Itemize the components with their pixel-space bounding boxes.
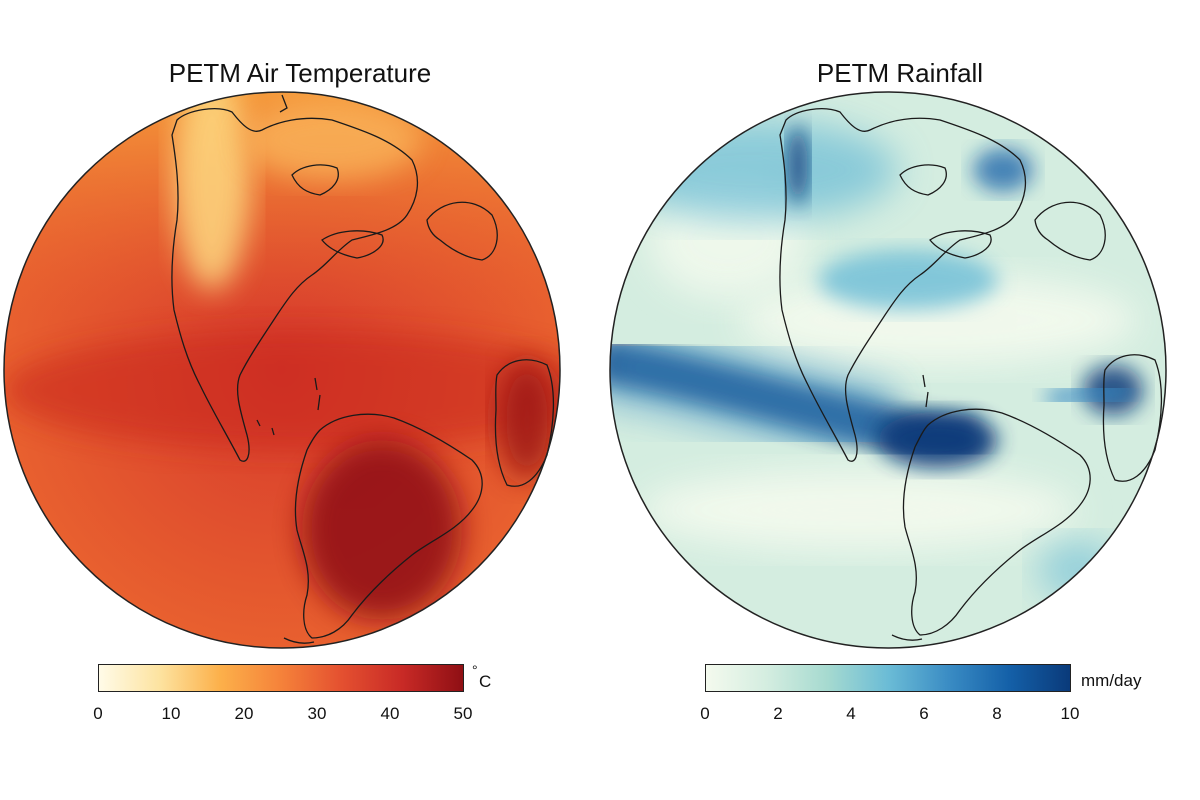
rainfall-tick-label: 2 — [773, 704, 783, 723]
temperature-unit: C — [479, 672, 492, 691]
rainfall-tick-label: 4 — [846, 704, 856, 723]
rainfall-panel: PETM Rainfall — [600, 0, 1200, 800]
rainfall-tick-label: 0 — [700, 704, 710, 723]
temperature-tick-label: 0 — [93, 704, 103, 723]
rainfall-unit: mm/day — [1081, 671, 1142, 690]
temperature-tick-label: 20 — [234, 704, 254, 723]
temperature-tick-label: 10 — [161, 704, 181, 723]
temperature-panel: PETM Air Temperature — [3, 58, 561, 723]
temperature-globe — [3, 91, 561, 649]
temperature-coastlines — [171, 94, 555, 644]
temperature-tick-label: 30 — [307, 704, 327, 723]
temperature-colorbar — [98, 664, 464, 692]
temperature-tick-label: 40 — [380, 704, 400, 723]
rainfall-colorbar — [705, 664, 1071, 692]
temperature-unit-degree: ° — [472, 662, 478, 678]
rainfall-tick-label: 10 — [1060, 704, 1080, 723]
rainfall-tick-label: 8 — [992, 704, 1002, 723]
temperature-map-title: PETM Air Temperature — [168, 58, 432, 88]
rainfall-coastlines — [779, 108, 1163, 641]
temperature-tick-label: 50 — [453, 704, 473, 723]
rainfall-tick-label: 6 — [919, 704, 929, 723]
rainfall-globe — [609, 91, 1167, 649]
rainfall-map-title: PETM Rainfall — [816, 58, 984, 88]
